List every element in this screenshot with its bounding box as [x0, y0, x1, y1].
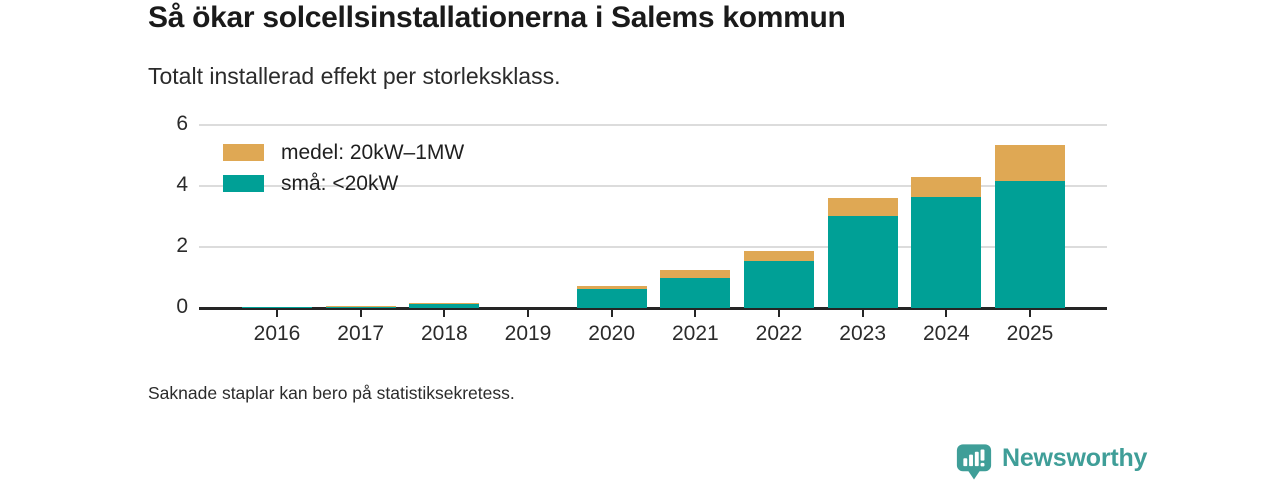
- plot-area: [199, 124, 1107, 317]
- bar-segment-small-2024: [911, 196, 982, 308]
- x-axis-tick: [359, 309, 362, 317]
- y-axis-label: 0: [176, 295, 188, 318]
- legend-item: medel: 20kW–1MW: [223, 140, 465, 164]
- x-axis-label-2022: 2022: [755, 322, 803, 345]
- brand-name: Newsworthy: [1002, 444, 1148, 472]
- x-axis-label-2018: 2018: [420, 322, 468, 345]
- bar-segment-small-2018: [409, 303, 480, 308]
- grid-line: [199, 185, 1107, 187]
- chart-legend: medel: 20kW–1MW små: <20kW: [223, 140, 465, 204]
- y-axis-label: 2: [176, 234, 188, 257]
- x-axis-label-2020: 2020: [588, 322, 636, 345]
- x-axis-tick: [694, 309, 697, 317]
- legend-item: små: <20kW: [223, 171, 464, 195]
- bar-segment-medium-2022: [744, 250, 814, 261]
- bar-segment-small-2020: [576, 289, 647, 308]
- bar-segment-small-2017: [325, 306, 396, 308]
- bar-segment-medium-2020: [576, 286, 647, 290]
- brand-logo: Newsworthy: [955, 443, 1147, 480]
- bar-segment-small-2023: [827, 215, 898, 308]
- x-axis-label-2024: 2024: [922, 322, 970, 345]
- bar-segment-medium-2017: [325, 305, 396, 308]
- bar-segment-medium-2024: [911, 176, 982, 197]
- x-axis-label-2016: 2016: [253, 322, 301, 345]
- x-axis-label-2019: 2019: [504, 322, 552, 345]
- x-axis-tick: [527, 309, 529, 317]
- bar-segment-small-2021: [660, 278, 731, 308]
- bar-segment-medium-2023: [827, 197, 898, 216]
- newsworthy-logo-icon: [956, 444, 992, 480]
- x-axis-line: [199, 307, 1107, 310]
- grid-line: [199, 124, 1107, 126]
- bar-segment-medium-2018: [409, 302, 480, 304]
- x-axis-label-2023: 2023: [839, 322, 887, 345]
- y-axis-label: 6: [176, 112, 188, 135]
- x-axis-tick: [778, 309, 780, 317]
- x-axis-tick: [861, 309, 864, 317]
- x-axis-tick: [443, 309, 446, 317]
- footnote: Saknade staplar kan bero på statistiksek…: [148, 383, 515, 403]
- bar-segment-small-2016: [242, 306, 312, 308]
- grid-line: [199, 246, 1107, 248]
- legend-swatch-medium: [223, 144, 264, 161]
- x-axis-tick: [945, 309, 948, 317]
- x-axis-tick: [1029, 309, 1031, 317]
- chart-subtitle: Totalt installerad effekt per storlekskl…: [148, 63, 561, 89]
- page-title: Så ökar solcellsinstallationerna i Salem…: [148, 1, 846, 34]
- legend-swatch-small: [223, 175, 264, 192]
- x-axis-label-2025: 2025: [1006, 322, 1054, 345]
- legend-label: små: <20kW: [281, 171, 399, 195]
- x-axis-label-2017: 2017: [337, 322, 385, 345]
- x-axis-tick: [276, 309, 278, 317]
- legend-label: medel: 20kW–1MW: [281, 140, 465, 164]
- bar-segment-medium-2025: [995, 145, 1065, 182]
- x-axis-tick: [610, 309, 613, 317]
- bar-segment-medium-2021: [660, 269, 731, 279]
- bar-segment-small-2022: [744, 260, 814, 308]
- bar-segment-small-2025: [995, 181, 1065, 308]
- y-axis-label: 4: [176, 173, 188, 196]
- x-axis-label-2021: 2021: [671, 322, 719, 345]
